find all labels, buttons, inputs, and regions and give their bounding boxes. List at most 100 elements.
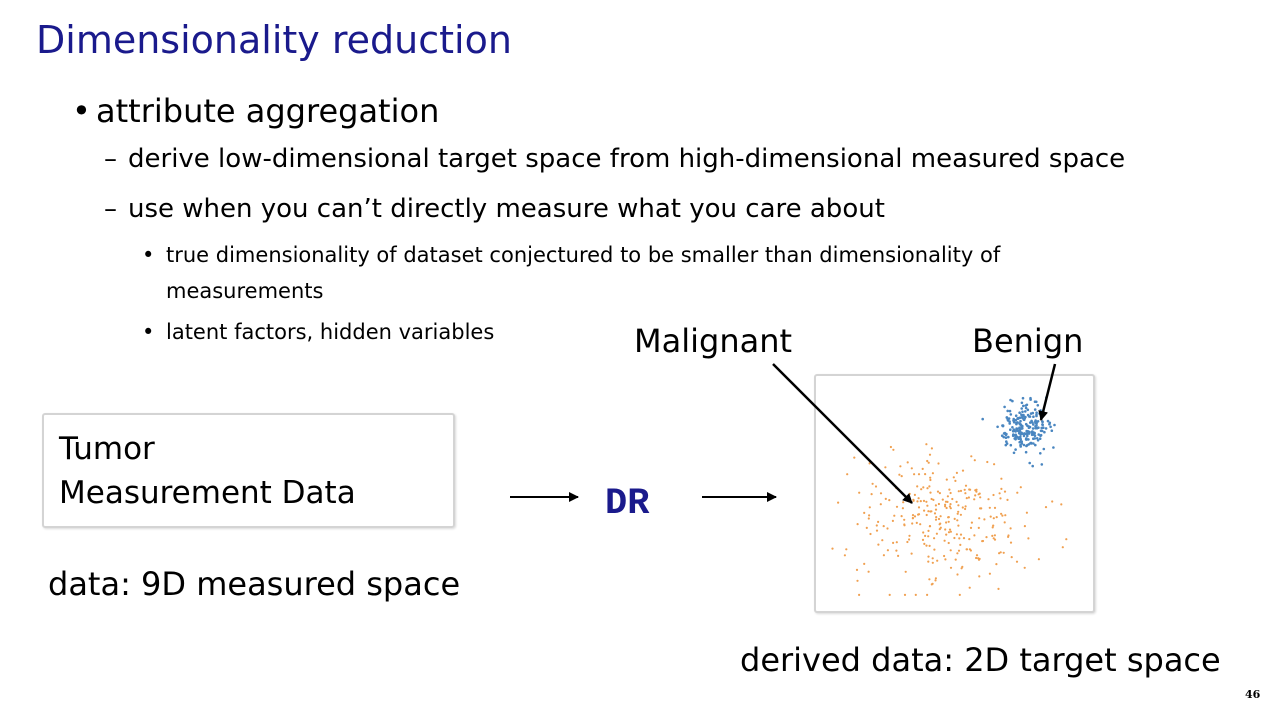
malignant-point: [938, 492, 941, 495]
malignant-point: [931, 557, 934, 560]
benign-point: [1028, 461, 1031, 465]
benign-point: [1012, 428, 1016, 431]
malignant-point: [937, 462, 940, 465]
malignant-point: [946, 500, 949, 503]
malignant-point: [939, 522, 942, 525]
malignant-point: [865, 526, 868, 529]
benign-point: [1009, 398, 1012, 402]
malignant-point: [955, 533, 958, 536]
malignant-point: [935, 516, 938, 519]
malignant-point: [914, 593, 917, 596]
malignant-point: [955, 471, 958, 474]
benign-point: [1027, 443, 1030, 446]
benign-point: [1053, 423, 1056, 427]
benign-point: [1036, 439, 1040, 442]
malignant-point: [977, 526, 980, 529]
benign-point: [1003, 405, 1006, 409]
input-caption: data: 9D measured space: [48, 565, 461, 603]
benign-point: [1029, 442, 1033, 445]
benign-point: [1011, 426, 1014, 429]
malignant-point: [959, 533, 963, 536]
malignant-point: [991, 526, 994, 529]
malignant-point: [980, 507, 983, 510]
malignant-point: [983, 518, 986, 521]
malignant-point: [902, 501, 905, 504]
malignant-point: [997, 587, 1000, 590]
malignant-point: [921, 538, 925, 541]
benign-point: [1045, 396, 1048, 399]
malignant-point: [930, 447, 933, 450]
malignant-point: [1009, 527, 1012, 530]
benign-point: [1020, 401, 1024, 405]
benign-point: [1032, 437, 1035, 440]
benign-point: [1034, 420, 1037, 424]
benign-point: [1011, 434, 1015, 437]
malignant-point: [957, 524, 960, 527]
malignant-point: [935, 532, 938, 535]
benign-point: [1028, 415, 1032, 418]
scatterplot: [831, 396, 1068, 596]
benign-point: [1032, 423, 1035, 426]
malignant-point: [900, 475, 903, 478]
malignant-point: [953, 536, 956, 540]
malignant-point: [945, 533, 948, 536]
benign-point: [1018, 440, 1021, 444]
benign-point: [1046, 419, 1050, 423]
benign-point: [1035, 437, 1039, 440]
malignant-point: [888, 499, 891, 502]
malignant-point: [961, 469, 965, 472]
malignant-point: [926, 459, 929, 463]
malignant-point: [908, 534, 911, 537]
benign-point: [1029, 412, 1033, 415]
malignant-point: [948, 505, 951, 508]
malignant-point: [1002, 551, 1005, 554]
malignant-point: [967, 496, 970, 499]
malignant-point: [991, 534, 994, 537]
benign-point: [1021, 396, 1025, 400]
benign-point: [1024, 406, 1028, 410]
malignant-point: [978, 575, 981, 578]
benign-point: [1014, 418, 1018, 422]
benign-point: [1004, 433, 1008, 437]
malignant-point: [999, 551, 1002, 554]
malignant-point: [882, 525, 885, 528]
malignant-point: [956, 519, 959, 522]
malignant-point: [920, 488, 923, 491]
malignant-point: [958, 537, 961, 540]
malignant-point: [947, 541, 950, 545]
malignant-point: [1004, 514, 1007, 517]
malignant-point: [934, 579, 937, 582]
benign-point: [1027, 430, 1030, 433]
malignant-point: [985, 536, 988, 539]
malignant-point: [893, 514, 896, 517]
malignant-point: [993, 463, 996, 466]
malignant-point: [951, 497, 954, 501]
malignant-point: [868, 506, 871, 509]
dash-marker: –: [104, 194, 117, 224]
benign-point: [1025, 432, 1029, 435]
malignant-point: [925, 513, 928, 517]
malignant-point: [903, 593, 907, 596]
benign-point: [1009, 443, 1013, 447]
malignant-point: [901, 507, 904, 510]
benign-point: [1040, 463, 1044, 466]
malignant-point: [1060, 503, 1063, 506]
benign-point: [1020, 413, 1023, 416]
benign-point: [1007, 435, 1010, 439]
malignant-point: [926, 504, 929, 507]
sub-bullet-text: use when you can’t directly measure what…: [128, 194, 885, 224]
benign-point: [1042, 447, 1046, 451]
benign-point: [1019, 445, 1022, 448]
malignant-point: [927, 555, 930, 558]
malignant-point: [933, 548, 936, 551]
benign-point: [996, 425, 999, 429]
bullet-attribute-aggregation: • attribute aggregation: [72, 92, 439, 130]
malignant-point: [975, 554, 979, 557]
malignant-point: [939, 515, 942, 518]
malignant-point: [992, 524, 995, 527]
malignant-point: [945, 478, 948, 481]
benign-point: [1040, 415, 1044, 418]
malignant-point: [863, 511, 866, 514]
benign-point: [1009, 428, 1012, 431]
malignant-point: [898, 473, 901, 476]
